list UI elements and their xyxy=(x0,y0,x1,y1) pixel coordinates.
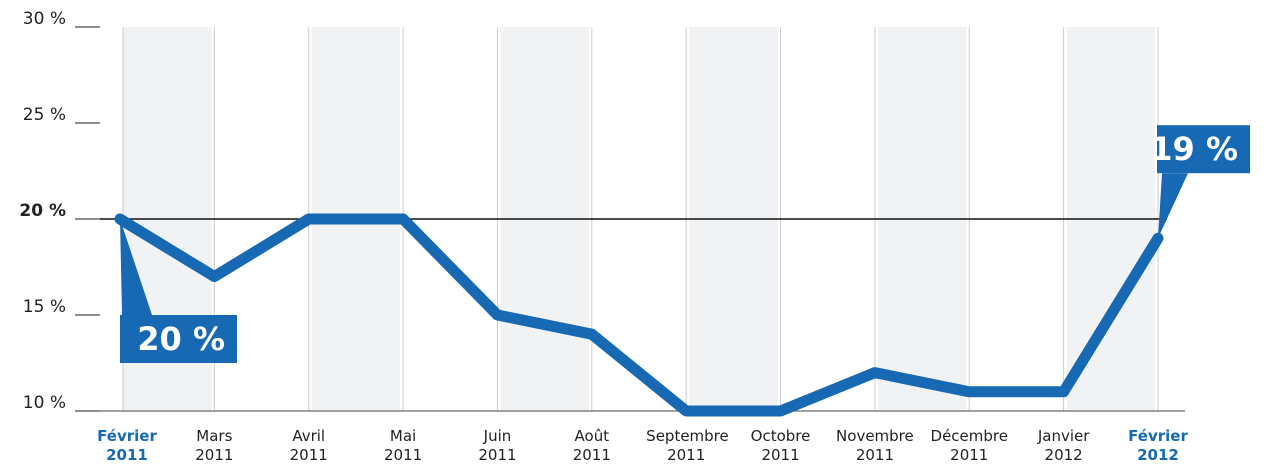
callout-box xyxy=(120,315,237,363)
x-tick-label: Janvier 2012 xyxy=(1037,427,1090,464)
callout-box xyxy=(1157,125,1250,174)
x-tick-label: Février 2011 xyxy=(97,427,157,464)
x-tick-label: Décembre 2011 xyxy=(930,427,1008,464)
value-label: 20 % xyxy=(137,320,225,358)
y-tick-label: 20 % xyxy=(19,201,66,221)
x-tick-label: Mai 2011 xyxy=(383,427,423,464)
y-tick-label: 15 % xyxy=(23,297,66,317)
x-tick-label: Novembre 2011 xyxy=(836,427,914,464)
y-tick-label: 30 % xyxy=(23,9,66,29)
x-tick-label: Août 2011 xyxy=(572,427,611,464)
x-tick-label: Juin 2011 xyxy=(478,427,517,464)
callout-pointer xyxy=(120,219,152,315)
callout-pointer xyxy=(1158,173,1188,239)
y-tick-label: 10 % xyxy=(23,393,66,413)
x-tick-label: Mars 2011 xyxy=(195,427,234,464)
y-tick-label: 25 % xyxy=(23,105,66,125)
data-line xyxy=(114,213,1164,417)
x-tick-label: Avril 2011 xyxy=(289,427,328,464)
x-tick-label: Février 2012 xyxy=(1128,427,1188,464)
x-tick-label: Septembre 2011 xyxy=(646,427,729,464)
value-label: 19 % xyxy=(1150,130,1238,168)
x-tick-label: Octobre 2011 xyxy=(750,427,811,464)
